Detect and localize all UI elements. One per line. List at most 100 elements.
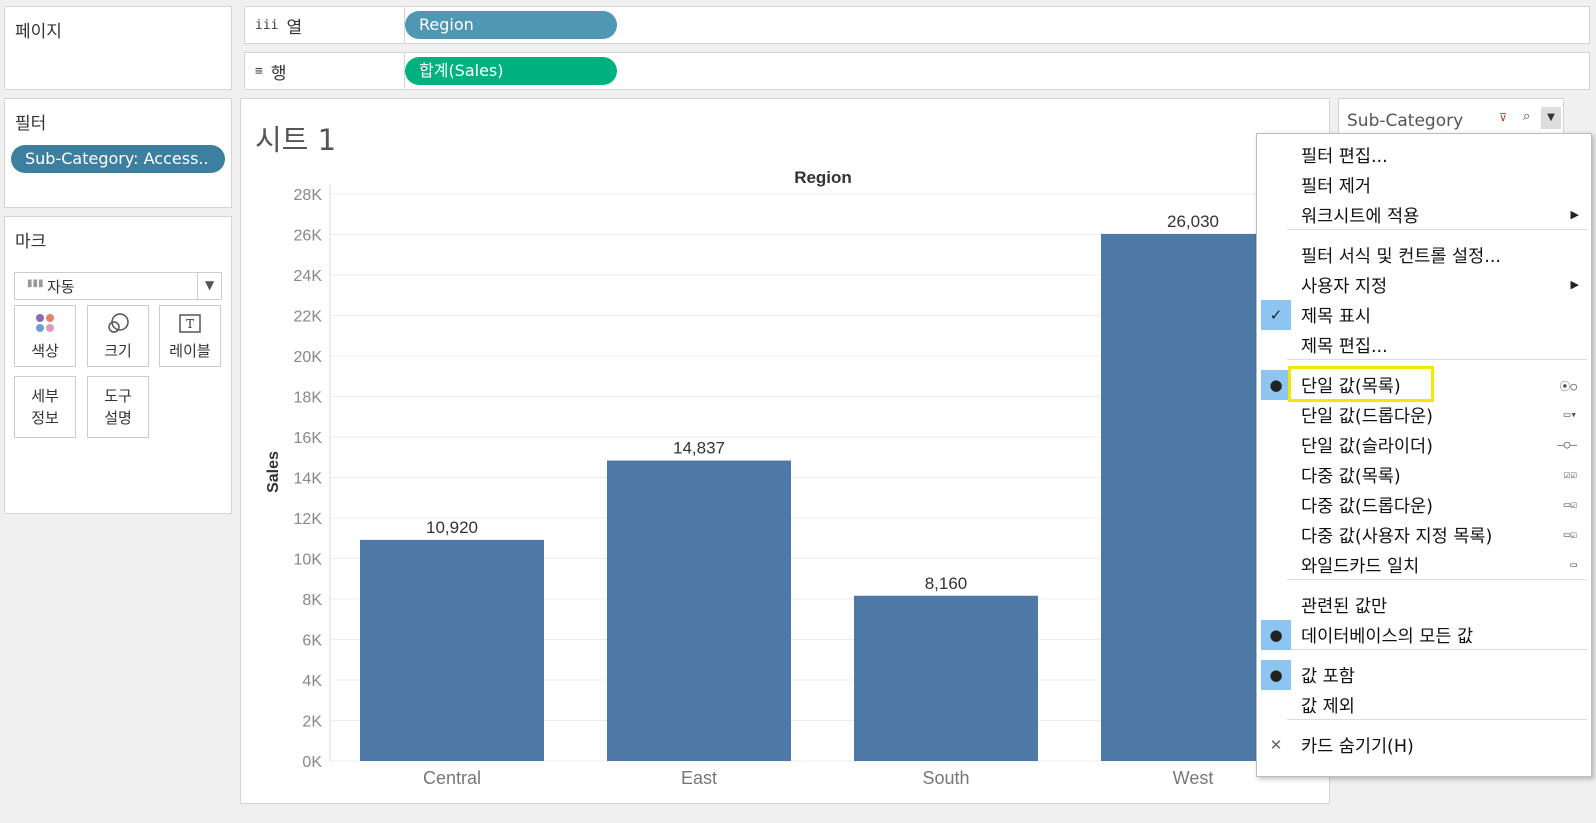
card-menu-chevron-icon[interactable]: ▼: [1541, 107, 1561, 129]
subcategory-filter-pill[interactable]: Sub-Category: Access..: [11, 145, 225, 173]
clear-filter-icon[interactable]: ⊽: [1499, 111, 1508, 124]
y-tick-label: 0K: [302, 754, 322, 771]
svg-text:T: T: [186, 317, 194, 331]
pages-panel-title: 페이지: [15, 22, 62, 42]
menu-item[interactable]: 필터 제거: [1257, 170, 1591, 200]
menu-item[interactable]: ✕ 카드 숨기기(H): [1257, 730, 1591, 760]
control-style-icon: ▭: [1570, 558, 1577, 571]
y-tick-label: 4K: [302, 673, 322, 690]
menu-item[interactable]: 사용자 지정 ▶: [1257, 270, 1591, 300]
y-tick-label: 6K: [302, 633, 322, 650]
size-icon: [108, 313, 129, 333]
x-tick-label: East: [681, 768, 717, 788]
menu-item[interactable]: 제목 편집...: [1257, 330, 1591, 360]
dropdown-divider: [197, 273, 198, 299]
sheet-title: 시트 1: [255, 123, 337, 157]
radio-dot-icon: ●: [1261, 660, 1291, 690]
columns-shelf: iii 열 Region: [244, 6, 1590, 44]
chevron-down-icon: ▼: [205, 278, 215, 292]
menu-item[interactable]: 관련된 값만: [1257, 590, 1591, 620]
size-button[interactable]: 크기: [87, 305, 149, 367]
bar-value-label: 26,030: [1167, 212, 1219, 231]
region-column-pill[interactable]: Region: [405, 11, 617, 39]
columns-icon: iii: [255, 17, 279, 33]
mark-type-dropdown[interactable]: ▮▮▮ 자동 ▼: [14, 272, 222, 300]
mark-type-value: 자동: [47, 278, 75, 296]
menu-item-label: 데이터베이스의 모든 값: [1301, 627, 1474, 647]
bar: [1101, 233, 1285, 761]
rows-shelf-label: ≡ 행: [245, 53, 405, 89]
sales-row-pill[interactable]: 합계(Sales): [405, 57, 617, 85]
y-tick-label: 16K: [294, 430, 323, 447]
menu-item[interactable]: 워크시트에 적용 ▶: [1257, 200, 1591, 230]
menu-item[interactable]: ● 단일 값(목록) ⦿○: [1257, 370, 1591, 400]
y-tick-label: 10K: [294, 552, 323, 569]
menu-item[interactable]: 다중 값(목록) ☑☑: [1257, 460, 1591, 490]
detail-button-label-2: 정보: [31, 409, 59, 427]
menu-item[interactable]: 단일 값(드롭다운) ▭▾: [1257, 400, 1591, 430]
menu-item-label: 단일 값(목록): [1301, 377, 1401, 397]
filters-panel: 필터 Sub-Category: Access..: [4, 98, 232, 208]
label-button-label: 레이블: [169, 342, 211, 360]
y-tick-label: 24K: [294, 268, 323, 285]
bar-value-label: 8,160: [925, 574, 968, 593]
bar-chart-icon: ▮▮▮: [27, 278, 44, 289]
y-tick-label: 8K: [302, 592, 322, 609]
control-style-icon: ⦿○: [1559, 380, 1577, 393]
menu-item-label: 다중 값(목록): [1301, 467, 1401, 487]
detail-button[interactable]: 세부 정보: [14, 376, 76, 438]
menu-item[interactable]: 필터 편집...: [1257, 140, 1591, 170]
menu-item-label: 필터 편집...: [1301, 147, 1388, 167]
bar-value-label: 14,837: [673, 439, 725, 458]
menu-item[interactable]: ● 값 포함: [1257, 660, 1591, 690]
control-style-icon: ▭☑: [1563, 528, 1577, 541]
y-axis-label: Sales: [265, 451, 282, 493]
marks-panel-title: 마크: [15, 232, 47, 252]
menu-item-label: 제목 표시: [1301, 307, 1371, 327]
menu-item[interactable]: 단일 값(슬라이더) –○–: [1257, 430, 1591, 460]
menu-separator: [1287, 579, 1587, 580]
search-icon[interactable]: ⌕: [1523, 109, 1531, 124]
color-button[interactable]: 색상: [14, 305, 76, 367]
y-tick-label: 26K: [294, 228, 323, 245]
filter-card-title: Sub-Category: [1347, 111, 1464, 131]
y-tick-label: 28K: [294, 187, 323, 204]
menu-item[interactable]: 다중 값(사용자 지정 목록) ▭☑: [1257, 520, 1591, 550]
submenu-arrow-icon: ▶: [1570, 208, 1579, 221]
size-button-label: 크기: [104, 342, 132, 360]
menu-item[interactable]: 필터 서식 및 컨트롤 설정...: [1257, 240, 1591, 270]
columns-shelf-label: iii 열: [245, 7, 405, 43]
control-style-icon: ▭☑: [1563, 498, 1577, 511]
tooltip-button[interactable]: 도구 설명: [87, 376, 149, 438]
menu-item-label: 카드 숨기기(H): [1301, 737, 1414, 757]
menu-item-label: 다중 값(드롭다운): [1301, 497, 1433, 517]
pages-panel: 페이지: [4, 6, 232, 90]
menu-separator: [1287, 719, 1587, 720]
highlight-box: [1288, 366, 1434, 402]
menu-item[interactable]: 값 제외: [1257, 690, 1591, 720]
menu-item[interactable]: ✓ 제목 표시: [1257, 300, 1591, 330]
control-style-icon: –○–: [1557, 438, 1577, 451]
menu-item-label: 값 제외: [1301, 697, 1355, 717]
menu-item[interactable]: 와일드카드 일치 ▭: [1257, 550, 1591, 580]
rows-label-text: 행: [270, 63, 287, 84]
menu-item[interactable]: ● 데이터베이스의 모든 값: [1257, 620, 1591, 650]
menu-item-label: 값 포함: [1301, 667, 1355, 687]
bar: [607, 460, 791, 761]
color-button-label: 색상: [31, 342, 59, 360]
menu-separator: [1287, 229, 1587, 230]
columns-label-text: 열: [286, 17, 303, 38]
chart-title: Region: [794, 168, 852, 187]
y-tick-label: 14K: [294, 471, 323, 488]
label-button[interactable]: T 레이블: [159, 305, 221, 367]
checkmark-icon: ✓: [1261, 300, 1291, 330]
menu-item-label: 제목 편집...: [1301, 337, 1388, 357]
menu-item-label: 사용자 지정: [1301, 277, 1388, 297]
menu-item-label: 워크시트에 적용: [1301, 207, 1420, 227]
bar: [360, 539, 544, 761]
menu-item[interactable]: 다중 값(드롭다운) ▭☑: [1257, 490, 1591, 520]
y-tick-label: 22K: [294, 309, 323, 326]
submenu-arrow-icon: ▶: [1570, 278, 1579, 291]
control-style-icon: ☑☑: [1563, 468, 1577, 481]
bar: [854, 595, 1038, 761]
